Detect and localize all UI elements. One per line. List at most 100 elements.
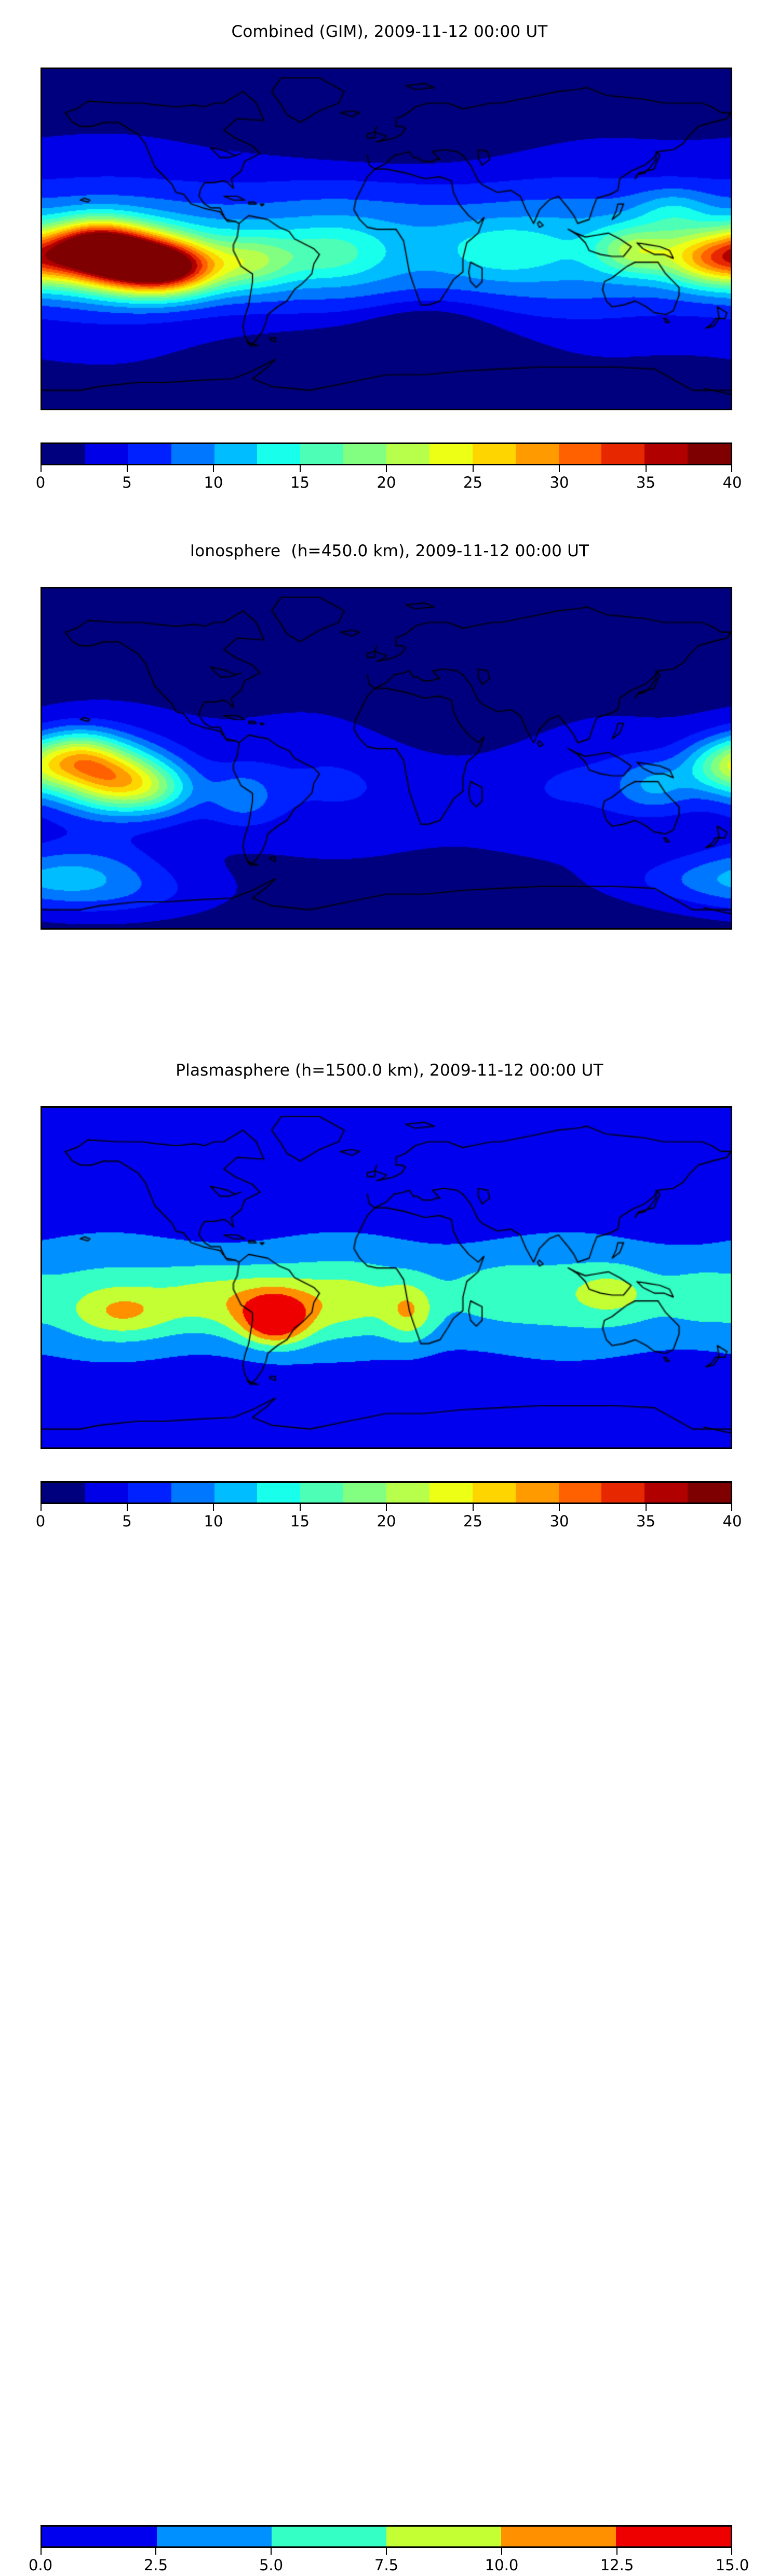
colorbar-tick-label: 15 xyxy=(290,474,310,491)
colorbar-tick xyxy=(731,465,732,472)
colorbar-segment-4 xyxy=(501,2527,616,2546)
colorbar-segment-3 xyxy=(386,2527,501,2546)
colorbar-ticks xyxy=(41,465,732,473)
colorbar-tick xyxy=(731,2548,732,2555)
colorbar-gradient xyxy=(41,442,732,465)
colorbar-tick xyxy=(472,465,474,472)
colorbar-segment-5 xyxy=(616,2527,731,2546)
colorbar-tick xyxy=(501,2548,502,2555)
colorbar-tick xyxy=(271,2548,272,2555)
colorbar-tick xyxy=(731,1504,732,1511)
colorbar-ticks xyxy=(41,1504,732,1511)
colorbar-segment-2 xyxy=(128,444,171,464)
colorbar-tick-label: 10 xyxy=(204,1512,223,1530)
colorbar-tick-label: 0 xyxy=(35,1512,46,1530)
colorbar-tick xyxy=(299,465,301,472)
colorbar-tick xyxy=(41,465,42,472)
colorbar-segment-12 xyxy=(558,1483,602,1502)
colorbar-tick xyxy=(645,1504,647,1511)
colorbar-segment-3 xyxy=(171,1483,214,1502)
colorbar-segment-9 xyxy=(429,1483,473,1502)
colorbar-segment-2 xyxy=(128,1483,171,1502)
colorbar-tick xyxy=(155,2548,156,2555)
colorbar-segment-1 xyxy=(157,2527,272,2546)
colorbar-gradient xyxy=(41,1481,732,1504)
map-axes xyxy=(41,587,732,930)
colorbar-segment-4 xyxy=(214,1483,258,1502)
colorbar-tick-label: 40 xyxy=(722,474,742,491)
colorbar-tick xyxy=(472,1504,474,1511)
colorbar-tick-label: 25 xyxy=(463,474,482,491)
colorbar-tick-label: 15.0 xyxy=(715,2556,749,2574)
colorbar-ticks xyxy=(41,2548,732,2555)
colorbar-tick xyxy=(299,1504,301,1511)
colorbar-tick xyxy=(126,1504,128,1511)
tec-map-image xyxy=(42,588,731,928)
colorbar-segment-9 xyxy=(429,444,473,464)
colorbar-tick xyxy=(386,2548,387,2555)
panel-title: Combined (GIM), 2009-11-12 00:00 UT xyxy=(231,22,548,41)
colorbar-segment-12 xyxy=(558,444,602,464)
colorbar-segment-7 xyxy=(343,444,386,464)
colorbar-segment-13 xyxy=(601,444,645,464)
colorbar-tick-label: 0 xyxy=(35,474,46,491)
colorbar-tick-label: 35 xyxy=(636,474,655,491)
panel-combined-gim: Combined (GIM), 2009-11-12 00:00 UT 0 5 10… xyxy=(0,0,779,519)
colorbar-segment-11 xyxy=(515,444,559,464)
colorbar-tick-labels: 0 5 10 15 20 25 30 35 40 xyxy=(36,473,742,493)
colorbar-tick xyxy=(41,2548,42,2555)
colorbar-tick-label: 10.0 xyxy=(485,2556,519,2574)
colorbar-segment-2 xyxy=(272,2527,386,2546)
colorbar-segment-3 xyxy=(171,444,214,464)
colorbar-tick-label: 12.5 xyxy=(600,2556,634,2574)
colorbar-tick xyxy=(126,465,128,472)
colorbar: 0.0 2.5 5.0 7.5 10.0 12.5 15.0 xyxy=(29,2525,749,2576)
colorbar-tick-label: 5 xyxy=(122,474,132,491)
colorbar-segment-6 xyxy=(300,1483,344,1502)
colorbar-segment-0 xyxy=(42,2527,157,2546)
colorbar-tick-label: 5.0 xyxy=(259,2556,284,2574)
colorbar-segment-13 xyxy=(601,1483,645,1502)
colorbar-tick-labels: 0 5 10 15 20 25 30 35 40 xyxy=(36,1511,742,1532)
colorbar-tick-label: 5 xyxy=(122,1512,132,1530)
panel-title: Ionosphere (h=450.0 km), 2009-11-12 00:0… xyxy=(190,542,589,560)
colorbar-tick-label: 20 xyxy=(377,474,396,491)
colorbar-segment-0 xyxy=(42,1483,85,1502)
map-axes xyxy=(41,68,732,410)
colorbar-segment-11 xyxy=(515,1483,559,1502)
panel-ionosphere: Ionosphere (h=450.0 km), 2009-11-12 00:0… xyxy=(0,519,779,1530)
panel-title: Plasmasphere (h=1500.0 km), 2009-11-12 0… xyxy=(176,1061,603,1080)
tec-map-image xyxy=(42,1108,731,1447)
colorbar-tick-label: 10 xyxy=(204,474,223,491)
colorbar-tick xyxy=(41,1504,42,1511)
colorbar-segment-8 xyxy=(386,444,429,464)
tec-map-image xyxy=(42,69,731,409)
colorbar-tick xyxy=(386,1504,387,1511)
colorbar-tick-label: 30 xyxy=(549,1512,569,1530)
colorbar-segment-0 xyxy=(42,444,85,464)
colorbar-tick-label: 20 xyxy=(377,1512,396,1530)
colorbar-tick-label: 2.5 xyxy=(143,2556,168,2574)
colorbar-segment-5 xyxy=(257,444,301,464)
colorbar-segment-1 xyxy=(85,1483,128,1502)
colorbar-tick xyxy=(559,1504,560,1511)
colorbar-segment-4 xyxy=(214,444,258,464)
colorbar-segment-6 xyxy=(300,444,344,464)
colorbar: 0 5 10 15 20 25 30 35 40 xyxy=(36,442,742,493)
colorbar-tick xyxy=(616,2548,617,2555)
colorbar-tick-labels: 0.0 2.5 5.0 7.5 10.0 12.5 15.0 xyxy=(29,2555,749,2576)
colorbar-segment-15 xyxy=(688,444,731,464)
colorbar-tick xyxy=(213,465,214,472)
colorbar-tick-label: 7.5 xyxy=(374,2556,399,2574)
colorbar-segment-10 xyxy=(472,1483,516,1502)
colorbar-segment-5 xyxy=(257,1483,301,1502)
colorbar-segment-7 xyxy=(343,1483,386,1502)
colorbar-tick-label: 0.0 xyxy=(28,2556,53,2574)
colorbar-tick xyxy=(213,1504,214,1511)
colorbar-tick-label: 15 xyxy=(290,1512,310,1530)
colorbar-tick xyxy=(645,465,647,472)
colorbar-tick xyxy=(386,465,387,472)
map-axes xyxy=(41,1106,732,1449)
colorbar-segment-14 xyxy=(644,444,688,464)
